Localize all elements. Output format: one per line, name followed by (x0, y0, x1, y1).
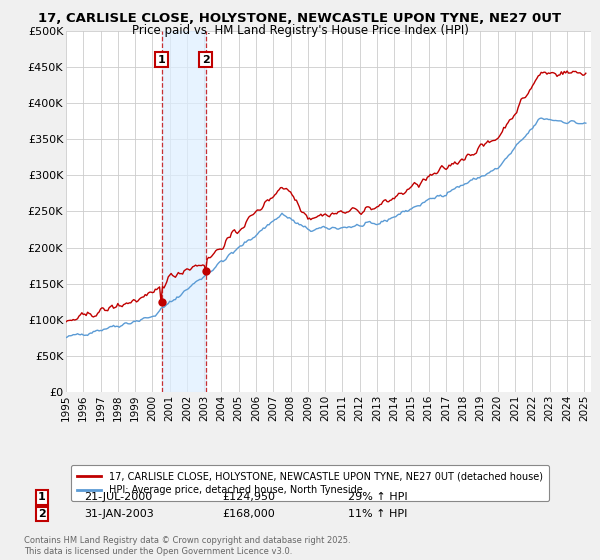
Text: Price paid vs. HM Land Registry's House Price Index (HPI): Price paid vs. HM Land Registry's House … (131, 24, 469, 36)
Text: 31-JAN-2003: 31-JAN-2003 (84, 509, 154, 519)
Text: 11% ↑ HPI: 11% ↑ HPI (348, 509, 407, 519)
Text: £168,000: £168,000 (222, 509, 275, 519)
Text: Contains HM Land Registry data © Crown copyright and database right 2025.
This d: Contains HM Land Registry data © Crown c… (24, 536, 350, 556)
Text: 2: 2 (38, 509, 46, 519)
Text: 1: 1 (38, 492, 46, 502)
Bar (161, 31, 206, 392)
Text: 2: 2 (202, 55, 209, 65)
Text: 17, CARLISLE CLOSE, HOLYSTONE, NEWCASTLE UPON TYNE, NE27 0UT: 17, CARLISLE CLOSE, HOLYSTONE, NEWCASTLE… (38, 12, 562, 25)
Text: 1: 1 (158, 55, 166, 65)
Legend: 17, CARLISLE CLOSE, HOLYSTONE, NEWCASTLE UPON TYNE, NE27 0UT (detached house), H: 17, CARLISLE CLOSE, HOLYSTONE, NEWCASTLE… (71, 465, 548, 501)
Text: 29% ↑ HPI: 29% ↑ HPI (348, 492, 407, 502)
Text: £124,950: £124,950 (222, 492, 275, 502)
Text: 21-JUL-2000: 21-JUL-2000 (84, 492, 152, 502)
